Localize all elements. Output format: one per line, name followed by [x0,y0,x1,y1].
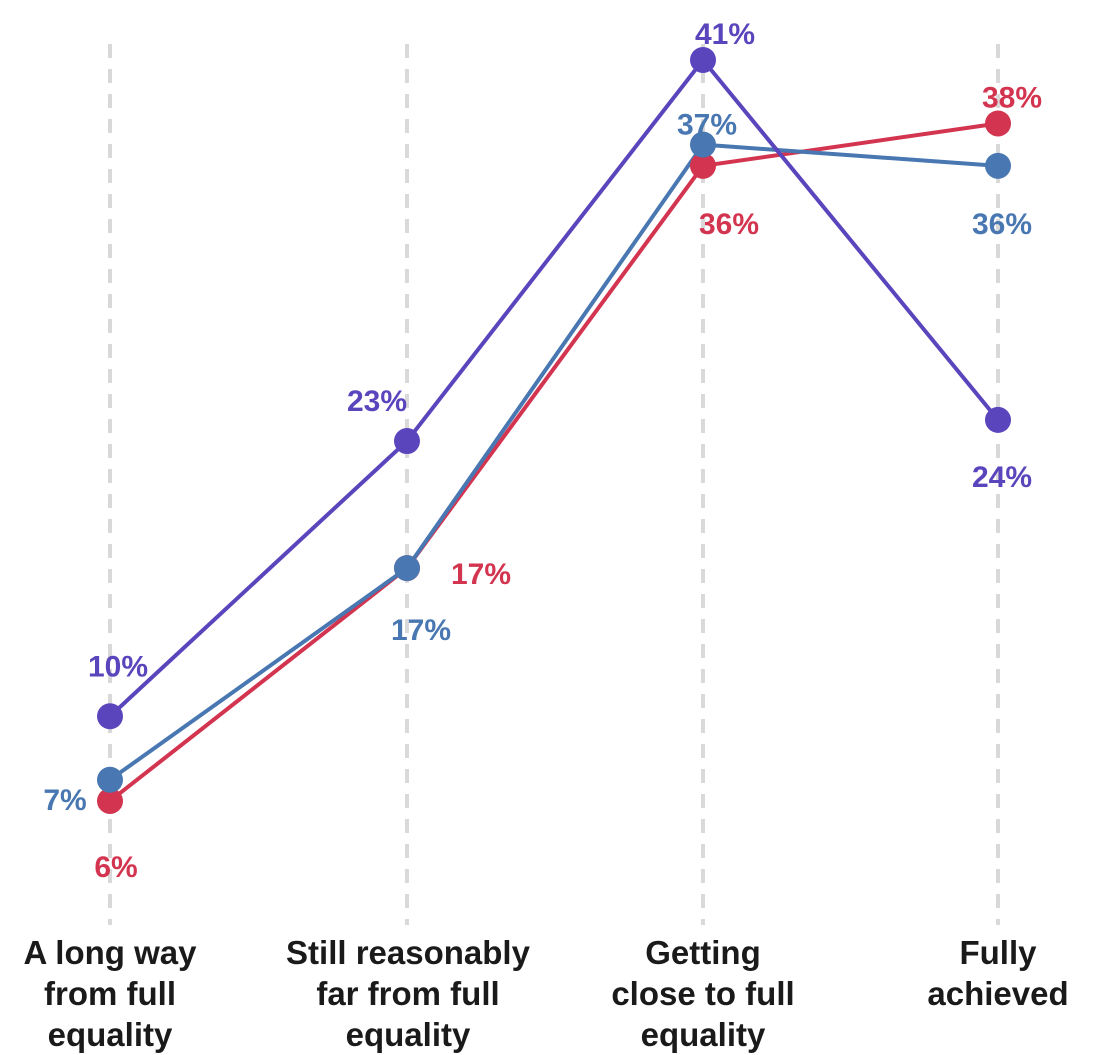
gridlines [108,44,1000,925]
series-0-label-0: 10% [88,650,148,683]
series-lines [108,57,1000,803]
category-label-3-line-1: achieved [927,975,1069,1012]
series-0-label-2: 41% [695,18,755,51]
series-0-point-2 [690,46,716,73]
series-1-label-3: 38% [982,81,1042,114]
category-label-1-line-2: equality [345,1016,471,1053]
category-label-3: Fully achieved [858,932,1101,1014]
category-label-2-line-0: Getting [645,934,761,971]
series-1-point-3 [985,110,1011,137]
category-label-2-line-1: close to full [611,975,795,1012]
category-label-3-line-0: Fully [959,934,1037,971]
series-line-2 [108,142,999,782]
series-2-label-2: 37% [677,109,737,142]
data-labels: 6% 17% 36% 38% 7% 17% 37% 36% 10% 23% 41% 24% [43,18,1042,884]
category-label-0-line-2: equality [47,1016,173,1053]
series-1-label-0: 6% [94,851,137,884]
series-0-point-0 [97,703,123,730]
series-0-label-3: 24% [972,461,1032,494]
series-2-label-3: 36% [972,208,1032,241]
series-1-label-1: 17% [451,558,511,591]
series-2-label-0: 7% [43,784,86,817]
category-label-1-line-1: far from full [316,975,500,1012]
category-label-1: Still reasonably far from full equality [268,932,548,1055]
series-1-label-2: 36% [699,208,759,241]
series-2-point-2 [690,131,716,158]
category-label-0: A long way from full equality [0,932,250,1055]
series-0-point-3 [985,406,1011,433]
series-0-label-1: 23% [347,385,407,418]
category-label-2-line-2: equality [640,1016,766,1053]
series-1-point-2 [690,152,716,179]
series-points [97,46,1011,814]
series-1-point-0 [97,787,123,814]
series-line-1 [108,121,999,803]
series-0-point-1 [394,428,420,455]
series-2-point-1 [394,555,420,582]
category-label-0-line-1: from full [44,975,176,1012]
category-label-0-line-0: A long way [23,934,197,971]
series-line-0 [108,57,1000,718]
series-2-point-3 [985,152,1011,179]
category-label-1-line-0: Still reasonably [286,934,530,971]
category-label-2: Getting close to full equality [563,932,843,1055]
series-2-point-0 [97,766,123,793]
series-2-label-1: 17% [391,614,451,647]
